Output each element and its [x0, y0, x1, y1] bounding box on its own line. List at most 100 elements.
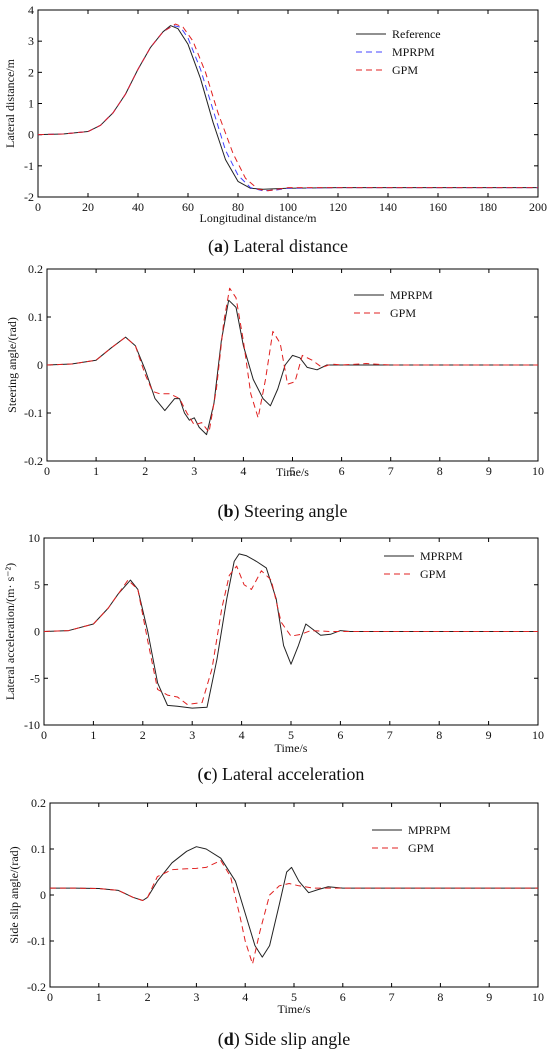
- x-tick-label: 1: [93, 464, 99, 478]
- y-axis-label: Steering angle/(rad): [5, 317, 19, 413]
- x-tick-label: 6: [339, 464, 345, 478]
- legend-entry: GPM: [392, 63, 418, 77]
- x-tick-label: 5: [290, 464, 296, 478]
- x-tick-label: 1: [90, 728, 96, 742]
- panel-caption: (c) Lateral acceleration: [198, 764, 365, 785]
- x-tick-label: 7: [388, 464, 394, 478]
- x-tick-label: 6: [337, 728, 343, 742]
- y-tick-label: -5: [30, 671, 40, 685]
- y-tick-label: -0.2: [24, 454, 43, 468]
- legend-entry: GPM: [420, 567, 446, 581]
- panel-caption: (b) Steering angle: [218, 501, 348, 522]
- panel-caption: (a) Lateral distance: [208, 236, 348, 257]
- y-tick-label: 5: [34, 578, 40, 592]
- x-tick-label: 5: [291, 990, 297, 1004]
- x-tick-label: 0: [44, 464, 50, 478]
- x-tick-label: 0: [41, 728, 47, 742]
- legend: MPRPM GPM: [372, 823, 451, 855]
- x-tick-label: 10: [532, 728, 544, 742]
- x-tick-label: 160: [429, 200, 447, 214]
- x-tick-label: 120: [329, 200, 347, 214]
- panel-caption: (d) Side slip angle: [218, 1029, 351, 1050]
- x-tick-label: 9: [486, 990, 492, 1004]
- chart-panel-1: 0 20 40 60 80 100 120 140 160 180 200 -2 -1 0 1 2 3 4 Long…: [3, 3, 547, 257]
- x-tick-label: 8: [436, 728, 442, 742]
- x-tick-label: 180: [479, 200, 497, 214]
- x-tick-label: 2: [142, 464, 148, 478]
- x-tick-label: 1: [96, 990, 102, 1004]
- legend-entry: GPM: [408, 841, 434, 855]
- y-tick-label: -0.1: [24, 406, 43, 420]
- x-axis-label: Longitudinal distance/m: [200, 211, 318, 225]
- y-tick-label: -2: [24, 190, 34, 204]
- x-axis-label: Time/s: [278, 1002, 311, 1016]
- legend-entry: MPRPM: [408, 823, 451, 837]
- series-line-reference: [37, 25, 538, 190]
- x-tick-label: 0: [35, 200, 41, 214]
- x-tick-label: 2: [140, 728, 146, 742]
- x-tick-label: 9: [486, 728, 492, 742]
- series-line-mprpm: [43, 553, 538, 709]
- legend: MPRPM GPM: [354, 288, 433, 320]
- y-tick-label: -0.1: [27, 934, 46, 948]
- y-tick-label: 0.2: [31, 796, 46, 810]
- series-line-gpm: [37, 23, 538, 192]
- y-tick-label: 4: [28, 3, 34, 17]
- x-tick-label: 140: [379, 200, 397, 214]
- series-line-mprpm: [37, 25, 538, 192]
- legend: MPRPM GPM: [384, 549, 463, 581]
- series-line-mprpm: [46, 299, 538, 436]
- y-tick-label: 2: [28, 65, 34, 79]
- x-tick-label: 7: [387, 728, 393, 742]
- y-tick-label: 0: [34, 625, 40, 639]
- y-tick-label: 10: [28, 531, 40, 545]
- series-line-gpm: [46, 287, 538, 433]
- y-axis-label: Lateral acceleration/(m· s⁻²): [3, 563, 17, 700]
- x-axis-label: Time/s: [276, 465, 309, 479]
- x-tick-label: 20: [82, 200, 94, 214]
- plot-frame: [37, 9, 539, 198]
- x-axis-label: Time/s: [275, 741, 308, 755]
- x-tick-label: 10: [532, 464, 544, 478]
- legend: Reference MPRPM GPM: [356, 27, 441, 77]
- series-line-gpm: [43, 565, 538, 705]
- y-tick-label: 0.2: [28, 262, 43, 276]
- y-tick-label: 0: [37, 358, 43, 372]
- plot-frame: [49, 802, 539, 988]
- x-tick-label: 40: [132, 200, 144, 214]
- y-tick-label: 1: [28, 97, 34, 111]
- x-tick-label: 0: [47, 990, 53, 1004]
- y-tick-label: -1: [24, 159, 34, 173]
- chart-panel-4: 0 1 2 3 4 5 6 7 8 9 10 -0.2 -0.1 0 0.1 0.2 Time/s Side sl…: [7, 796, 544, 1050]
- x-tick-label: 3: [189, 728, 195, 742]
- series-line-gpm: [50, 860, 538, 965]
- x-tick-label: 8: [437, 464, 443, 478]
- legend-entry: GPM: [390, 306, 416, 320]
- y-tick-label: -0.2: [27, 980, 46, 994]
- legend-entry: MPRPM: [390, 288, 433, 302]
- x-tick-label: 5: [288, 728, 294, 742]
- y-tick-label: 0.1: [31, 842, 46, 856]
- chart-panel-3: 0 1 2 3 4 5 6 7 8 9 10 -10 -5 0 5 10 Time/s Lateral accel…: [3, 531, 544, 785]
- x-tick-label: 100: [279, 200, 297, 214]
- y-axis-label: Lateral distance/m: [3, 58, 17, 148]
- x-tick-label: 4: [242, 990, 248, 1004]
- chart-panel-2: 0 1 2 3 4 5 6 7 8 9 10 -0.2 -0.1 0 0.1 0.2 Time/s Steerin…: [5, 262, 544, 522]
- x-tick-label: 4: [239, 728, 245, 742]
- y-tick-label: 0.1: [28, 310, 43, 324]
- x-tick-label: 80: [232, 200, 244, 214]
- series-line-mprpm: [50, 846, 538, 958]
- y-tick-label: 3: [28, 34, 34, 48]
- y-tick-label: 0: [40, 888, 46, 902]
- y-axis-label: Side slip angle/(rad): [7, 846, 21, 943]
- x-tick-label: 6: [340, 990, 346, 1004]
- legend-entry: MPRPM: [420, 549, 463, 563]
- x-tick-label: 60: [182, 200, 194, 214]
- legend-entry: Reference: [392, 27, 441, 41]
- x-tick-label: 9: [486, 464, 492, 478]
- x-tick-label: 200: [529, 200, 547, 214]
- x-tick-label: 3: [191, 464, 197, 478]
- x-tick-label: 10: [532, 990, 544, 1004]
- y-tick-label: 0: [28, 128, 34, 142]
